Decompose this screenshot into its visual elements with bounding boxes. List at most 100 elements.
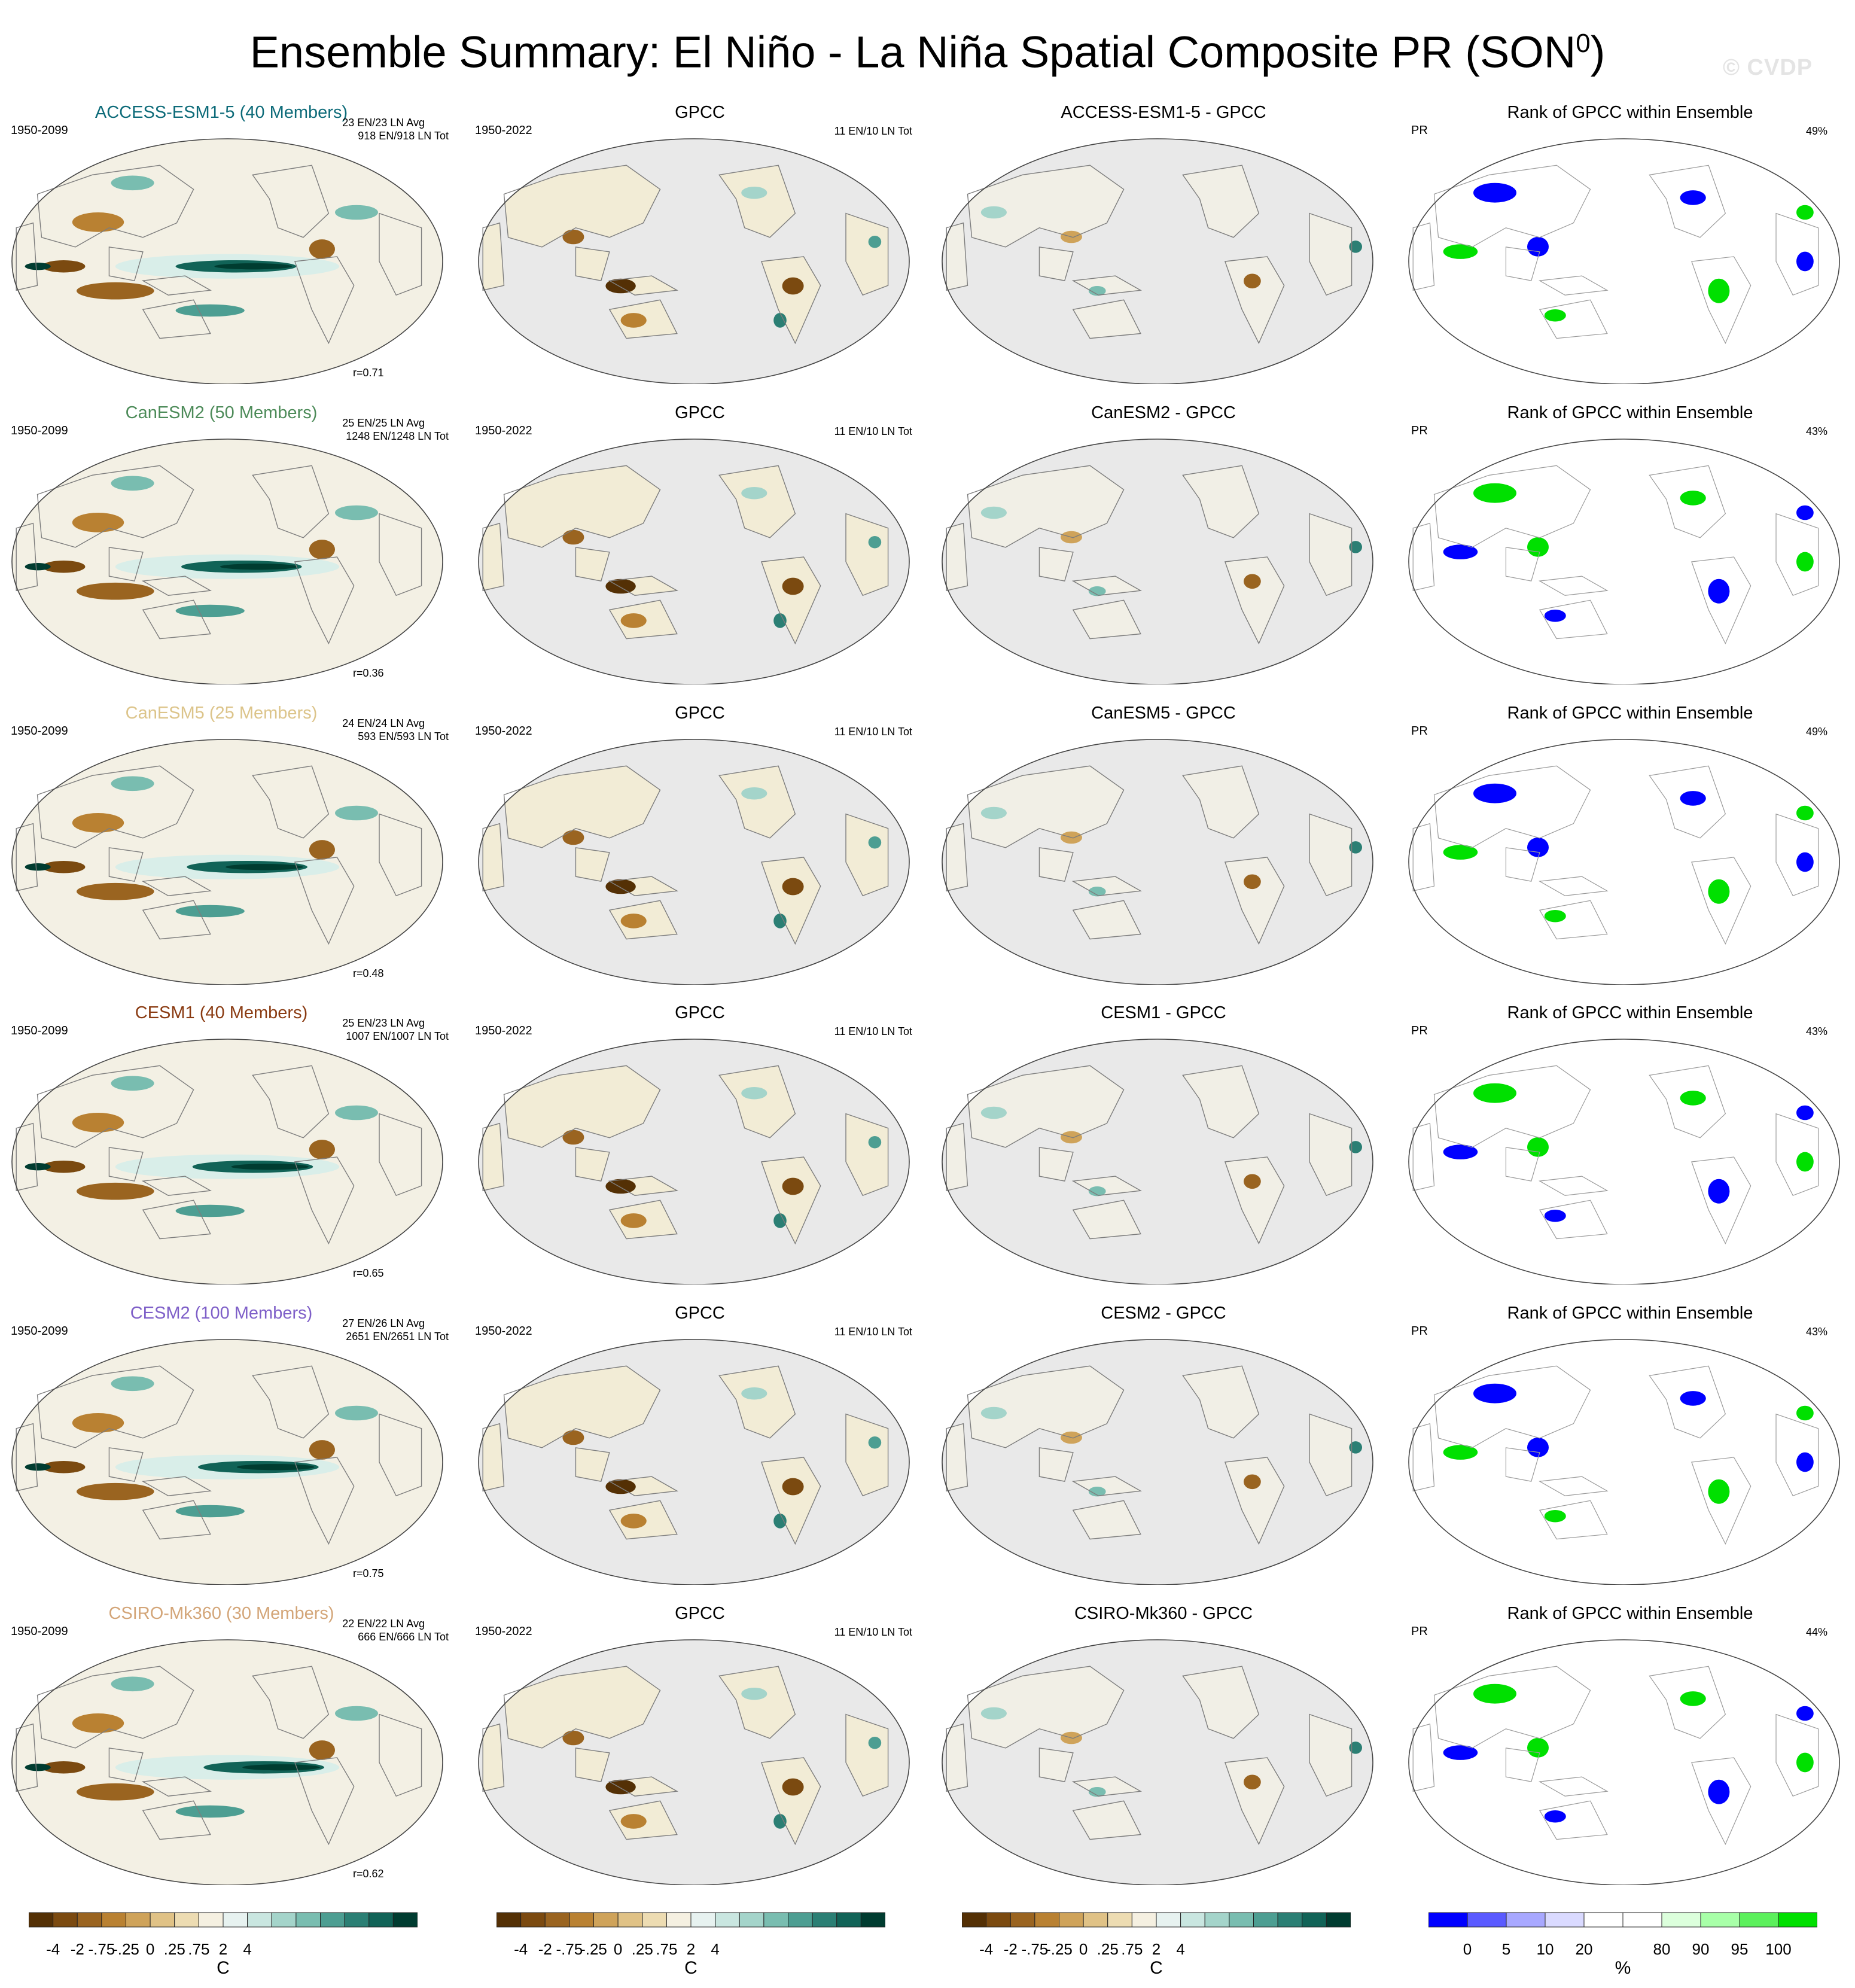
rank-variable-label: PR [1411,124,1428,137]
land-region [1309,1113,1352,1196]
coastline [946,465,1353,645]
colorbar-unit-label: C [1150,1958,1163,1978]
land-region [946,823,968,891]
colorbar-swatch [569,1912,594,1928]
colorbar-swatch [1467,1912,1507,1928]
dry-anomaly [72,212,124,232]
obs-title: GPCC [675,1304,725,1323]
colorbar-obs: -4 -2 -.75 -.25 0 .25.75 2 4 C [497,1911,885,1980]
map-background [942,139,1373,384]
rank-high-region [1796,1405,1814,1421]
dry-anomaly [782,878,804,896]
colorbar-tick-label: 0 [1463,1940,1472,1958]
rank-low-region [1796,552,1814,572]
rank-high-region [1544,1810,1566,1823]
rank-high-region [1544,1509,1566,1523]
rank-high-region [1544,909,1566,923]
rank-low-region [1473,1083,1516,1103]
obs-stats-label: 11 EN/10 LN Tot [834,1025,912,1037]
land-region [575,246,610,281]
land-region [1225,556,1284,644]
rank-panel: Rank of GPCC within Ensemble PR 49% [1403,102,1855,401]
map-background [1409,1339,1839,1585]
ensemble-row: CanESM2 (50 Members) 1950-2099 25 EN/25 LN… [0,402,1855,701]
obs-stats-label: 11 EN/10 LN Tot [834,726,912,738]
obs-composite-panel: GPCC 1950-2022 11 EN/10 LN Tot [473,1603,927,1902]
rank-high-region [1796,1105,1814,1121]
dry-anomaly [42,860,86,873]
years-label: 1950-2099 [11,424,68,437]
colorbar-swatch [1131,1912,1157,1928]
ensemble-row: CSIRO-Mk360 (30 Members) 1950-2099 22 EN/2… [0,1603,1855,1902]
land-region [946,1123,968,1191]
colorbar-swatch [788,1912,813,1928]
land-region [1309,1414,1352,1496]
dry-anomaly [309,239,335,259]
map-background [479,1339,909,1585]
wet-anomaly [868,1436,882,1449]
land-region [483,823,504,891]
difference-title: CSIRO-Mk360 - GPCC [1074,1604,1253,1623]
obs-title: GPCC [675,704,725,723]
colorbar-tick-label: 0 [613,1940,623,1958]
colorbar-swatch [962,1912,987,1928]
wet-anomaly [1349,541,1362,553]
rank-variable-label: PR [1411,1325,1428,1338]
wet-anomaly [1088,1487,1106,1497]
coastline [1412,1065,1819,1245]
map-outline [478,1639,910,1885]
dry-anomaly [309,1440,335,1460]
dry-anomaly [1244,874,1261,890]
members-tot-label: 666 EN/666 LN Tot [358,1631,449,1643]
dry-anomaly [72,513,124,532]
colorbar-swatch [1156,1912,1181,1928]
map-outline [942,1339,1373,1585]
colorbar-swatch [617,1912,643,1928]
map-background [942,1039,1373,1284]
map-background [479,739,909,985]
map-outline [478,138,910,384]
coastline [946,765,1353,945]
colorbar-swatch [1180,1912,1205,1928]
land-region [504,1666,660,1748]
dry-anomaly [77,1182,154,1200]
land-region [1225,1757,1284,1844]
obs-years-label: 1950-2022 [475,124,532,137]
colorbar-tick-label: 4 [243,1940,252,1958]
rank-low-region [1527,1137,1549,1157]
map-outline [11,439,443,684]
rank-low-region [1527,537,1549,557]
wet-anomaly [111,1376,154,1392]
rank-high-region [1443,845,1478,860]
map-background [942,439,1373,684]
dry-anomaly [72,1113,124,1132]
wet-anomaly [335,205,378,220]
land-region [946,1724,968,1792]
colorbar-tick-label: -.75 [1021,1940,1049,1958]
rank-panel: Rank of GPCC within Ensemble PR 43% [1403,1002,1855,1301]
colorbar-swatch [1739,1912,1779,1928]
members-avg-label: 24 EN/24 LN Avg [342,717,425,729]
obs-title: GPCC [675,1604,725,1623]
obs-composite-panel: GPCC 1950-2022 11 EN/10 LN Tot [473,702,927,1001]
wet-anomaly [773,313,787,328]
colorbar-swatch [1661,1912,1701,1928]
colorbar-swatch [344,1912,370,1928]
land-region [967,465,1124,547]
correlation-label: r=0.62 [353,1868,384,1880]
rank-high-region [1796,205,1814,220]
land-region [967,1366,1124,1448]
colorbar-swatch [497,1912,522,1928]
wet-anomaly [335,1105,378,1121]
dry-anomaly [77,882,154,900]
dry-anomaly [77,1783,154,1801]
colorbar-swatch [1034,1912,1059,1928]
model-title: CESM2 (100 Members) [130,1304,313,1323]
colorbar-swatch [812,1912,837,1928]
dry-anomaly [42,1160,86,1173]
dry-anomaly [1244,1774,1261,1790]
colorbar-swatch [1059,1912,1084,1928]
colorbar-swatch [715,1912,740,1928]
coastline [1412,765,1819,945]
colorbar-swatches [962,1912,1351,1928]
